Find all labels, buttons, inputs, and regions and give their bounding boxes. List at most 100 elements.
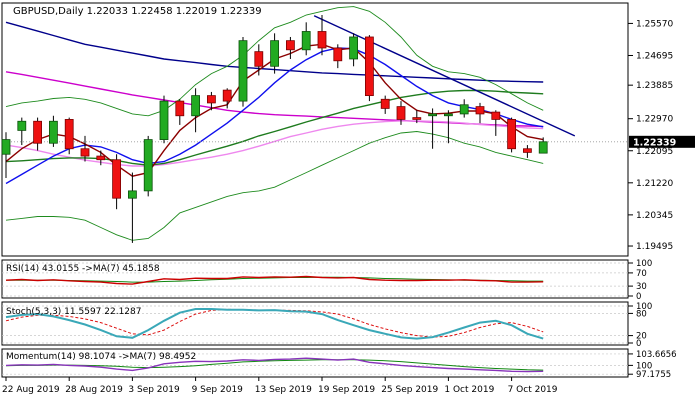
price-tick-label: 1.21220	[636, 179, 673, 189]
candle-body	[317, 31, 327, 49]
candle	[364, 35, 374, 102]
candle-body	[222, 89, 232, 102]
candle	[459, 99, 469, 118]
rsi-panel-frame	[1, 259, 629, 299]
stoch-tick-label: 0	[636, 339, 641, 349]
candle-body	[459, 104, 469, 115]
price-tick-label: 1.20345	[636, 211, 673, 221]
candle	[396, 101, 406, 125]
candle-body	[127, 190, 137, 199]
candle	[254, 44, 264, 76]
x-tick-label: 3 Sep 2019	[128, 385, 180, 395]
candle-body	[523, 148, 532, 153]
x-tick-label: 28 Aug 2019	[65, 385, 123, 395]
candle-body	[191, 95, 201, 117]
candle	[143, 135, 153, 197]
overlay-line-2	[5, 120, 544, 167]
candle-body	[475, 106, 485, 115]
candle	[507, 117, 517, 153]
momentum-label: Momentum(14) 98.1074 ->MA(7) 98.4952	[6, 352, 196, 362]
candle-body	[17, 120, 27, 131]
overlay-line-7	[5, 131, 544, 241]
axis-layer: 1.25570 1.24695 1.23885 1.22970 1.22095 1.212…	[2, 19, 695, 395]
x-tick-label: 22 Aug 2019	[2, 385, 60, 395]
stoch-tick-label: 100	[636, 302, 652, 312]
price-panel-frame	[1, 2, 629, 257]
candle	[206, 91, 216, 111]
trendline-0	[313, 15, 576, 137]
candle	[412, 110, 422, 124]
candle-body	[333, 47, 343, 62]
stoch-tick-label: 20	[636, 332, 647, 342]
candle	[1, 132, 11, 179]
candle	[191, 88, 201, 133]
price-tick-label: 1.19495	[636, 242, 673, 252]
overlay-line-6	[5, 6, 544, 117]
candle-body	[64, 119, 74, 150]
candle	[127, 172, 137, 243]
candle	[428, 108, 438, 149]
candle	[49, 115, 58, 147]
candle-body	[396, 106, 406, 120]
momentum-tick-label: 103.6656	[636, 350, 677, 360]
candle-body	[238, 40, 248, 102]
candle	[175, 99, 185, 125]
current-price-label: 1.22339	[633, 137, 676, 148]
candle-body	[175, 100, 185, 117]
candle	[96, 150, 106, 166]
candle	[222, 88, 232, 109]
candle-body	[364, 36, 374, 97]
price-tick-label: 1.22970	[636, 115, 673, 125]
rsi-tick-label: 30	[636, 282, 647, 292]
candle-body	[507, 119, 517, 150]
candle	[491, 110, 501, 136]
candle	[33, 117, 42, 151]
candle-body	[49, 120, 58, 144]
x-tick-label: 1 Oct 2019	[444, 385, 494, 395]
candle-body	[80, 148, 90, 157]
price-tick-label: 1.24695	[636, 51, 673, 61]
rsi-label: RSI(14) 43.0155 ->MA(7) 45.1858	[6, 264, 160, 274]
candle-body	[270, 40, 280, 67]
candle-body	[349, 36, 359, 60]
candle-body	[206, 95, 216, 104]
overlay-line-3	[5, 89, 544, 166]
candle	[270, 33, 280, 74]
candle-body	[96, 155, 106, 161]
rsi-tick-label: 0	[636, 292, 641, 302]
indicator-layer	[2, 262, 628, 375]
candle-body	[491, 111, 501, 120]
stoch-panel-frame	[1, 301, 629, 346]
candle	[538, 137, 548, 154]
candle	[285, 36, 295, 59]
candle-body	[301, 31, 311, 51]
price-tick-label: 1.25570	[636, 19, 673, 29]
x-tick-label: 13 Sep 2019	[255, 385, 312, 395]
candle-body	[33, 120, 42, 144]
candle	[112, 154, 121, 210]
candle	[17, 117, 27, 146]
momentum-tick-label: 97.1755	[636, 370, 671, 380]
x-tick-label: 7 Oct 2019	[508, 385, 558, 395]
stoch-tick-label: 80	[636, 309, 647, 319]
rsi-line	[5, 275, 544, 285]
candle-body	[159, 100, 169, 140]
price-layer	[1, 6, 628, 243]
price-tick-label: 1.23885	[636, 81, 673, 91]
candle	[443, 110, 453, 144]
candle-body	[112, 159, 121, 199]
candle-body	[412, 117, 422, 120]
x-tick-label: 19 Sep 2019	[318, 385, 375, 395]
candle-body	[285, 40, 295, 51]
candle-body	[428, 113, 438, 117]
candle-body	[443, 113, 453, 117]
candle	[301, 22, 311, 56]
stoch-label: Stoch(5,3,3) 11.5597 22.1287	[6, 307, 141, 317]
candle	[317, 14, 327, 56]
candle-body	[538, 141, 548, 154]
candle	[333, 44, 343, 69]
rsi-tick-label: 100	[636, 259, 652, 269]
momentum-tick-label: 100	[636, 361, 652, 371]
candle-body	[1, 139, 11, 155]
